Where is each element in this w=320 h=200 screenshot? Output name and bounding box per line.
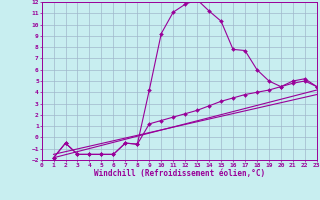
X-axis label: Windchill (Refroidissement éolien,°C): Windchill (Refroidissement éolien,°C) xyxy=(94,169,265,178)
